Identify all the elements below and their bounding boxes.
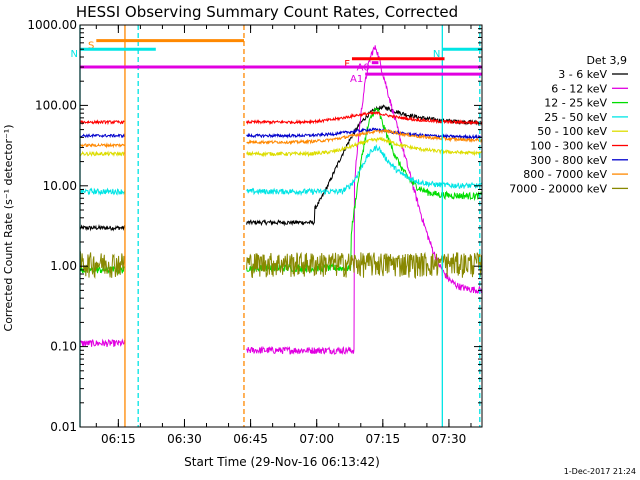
series-line-0-seg-1 [246, 104, 482, 227]
x-axis-ticks: 06:15 06:30 06:45 07:00 07:15 07:30 [95, 25, 472, 446]
y-tick-label-2: 10.00 [43, 179, 77, 193]
x-tick-label-2: 06:45 [233, 432, 268, 446]
series-line-4-seg-0 [79, 150, 126, 158]
x-tick-label-1: 06:30 [167, 432, 202, 446]
chart-title: HESSI Observing Summary Count Rates, Cor… [76, 3, 458, 21]
marker-label-2: N [433, 49, 440, 60]
series-line-5-seg-1 [246, 110, 482, 126]
series-line-3-seg-0 [79, 187, 126, 196]
y-tick-label-5: 0.01 [50, 420, 77, 434]
x-tick-label-3: 07:00 [299, 432, 334, 446]
footer-timestamp: 1-Dec-2017 21:24 [564, 467, 636, 476]
legend-label-6: 300 - 800 keV [530, 154, 607, 167]
marker-label-3: F [344, 59, 350, 70]
marker-label-6: A0 [357, 63, 370, 74]
y-tick-label-3: 1.00 [50, 259, 77, 273]
legend-title: Det 3,9 [586, 54, 627, 67]
marker-label-1: N [71, 49, 78, 60]
marker-label-5: A1 [350, 74, 363, 85]
legend-label-0: 3 - 6 keV [558, 68, 607, 81]
legend-label-2: 12 - 25 keV [544, 97, 607, 110]
y-tick-label-4: 0.10 [50, 340, 77, 354]
legend-label-8: 7000 - 20000 keV [509, 182, 607, 195]
y-axis-ticks: 1000.00 100.00 10.00 1.00 0.10 0.01 [27, 18, 482, 434]
legend-label-3: 25 - 50 keV [544, 111, 607, 124]
legend-label-1: 6 - 12 keV [551, 82, 607, 95]
series-line-6-seg-0 [79, 133, 125, 139]
x-tick-label-4: 07:15 [366, 432, 401, 446]
y-axis-label: Corrected Count Rate (s⁻¹ detector⁻¹) [2, 125, 15, 332]
legend-label-7: 800 - 7000 keV [523, 168, 607, 181]
legend-label-4: 50 - 100 keV [537, 125, 607, 138]
y-tick-label-0: 1000.00 [27, 18, 77, 32]
series-line-8-seg-0 [79, 251, 126, 280]
series-line-1-seg-0 [79, 338, 125, 348]
y-tick-label-1: 100.00 [35, 98, 77, 112]
series-line-0-seg-0 [79, 224, 126, 232]
legend-label-5: 100 - 300 keV [530, 140, 607, 153]
series-line-1-seg-1 [246, 45, 482, 356]
marker-label-0: S [88, 41, 94, 52]
series-line-5-seg-0 [79, 119, 126, 126]
x-axis-label: Start Time (29-Nov-16 06:13:42) [184, 455, 380, 469]
x-tick-label-5: 07:30 [432, 432, 467, 446]
series-line-7-seg-0 [79, 142, 126, 149]
x-tick-label-0: 06:15 [101, 432, 136, 446]
plot-frame [79, 24, 483, 428]
